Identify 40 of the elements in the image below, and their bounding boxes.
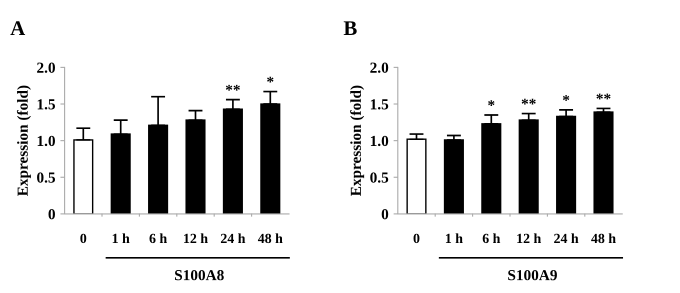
annotation: ** — [522, 98, 536, 104]
annotation: * — [488, 100, 494, 106]
y-tick-label: 1.5 — [38, 99, 56, 110]
bar — [110, 133, 131, 214]
annotation: ** — [596, 94, 611, 100]
y-tick-label: 1.0 — [370, 136, 388, 146]
x-axis-title: S100A9 — [508, 270, 557, 280]
x-tick-label: 1 h — [112, 233, 130, 243]
y-tick-label: 0 — [382, 209, 388, 220]
annotation: * — [267, 76, 274, 83]
bar — [593, 111, 614, 214]
x-tick-label: 48 h — [258, 233, 283, 244]
x-tick-label: 6 h — [482, 233, 500, 244]
bar — [556, 116, 576, 214]
x-tick-label: 48 h — [591, 233, 616, 244]
y-axis-title: Expression (fold) — [16, 86, 31, 196]
annotation: ** — [226, 84, 240, 91]
y-tick-label: 0.5 — [370, 172, 388, 183]
x-tick-label: 6 h — [150, 233, 167, 244]
y-tick-label: 0 — [48, 209, 55, 220]
x-tick-label: 0 — [80, 234, 86, 244]
y-tick-label: 2.0 — [370, 62, 388, 73]
x-tick-label: 1 h — [446, 233, 463, 243]
chart-title: B — [344, 21, 357, 36]
bar — [406, 138, 427, 214]
x-tick-label: 12 h — [517, 233, 542, 243]
y-tick-label: 2.0 — [37, 62, 55, 73]
x-tick-label: 24 h — [554, 233, 578, 243]
bar — [444, 139, 464, 214]
y-tick-label: 1.0 — [38, 136, 55, 146]
chart-title: A — [10, 21, 26, 35]
bar — [260, 103, 280, 214]
x-tick-label: 24 h — [220, 233, 246, 243]
y-tick-label: 0.5 — [37, 172, 56, 183]
y-axis-title: Expression (fold) — [350, 86, 364, 196]
x-axis-title: S100A8 — [175, 270, 224, 280]
y-tick-label: 1.5 — [370, 99, 388, 110]
x-tick-label: 12 h — [184, 233, 208, 243]
annotation: * — [562, 95, 570, 101]
x-tick-label: 0 — [414, 234, 420, 244]
